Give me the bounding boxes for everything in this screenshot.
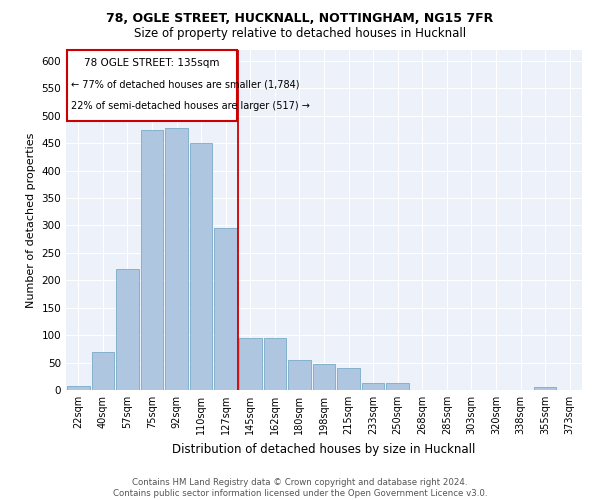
X-axis label: Distribution of detached houses by size in Hucknall: Distribution of detached houses by size … — [172, 442, 476, 456]
Bar — [337, 368, 360, 390]
Text: Contains HM Land Registry data © Crown copyright and database right 2024.
Contai: Contains HM Land Registry data © Crown c… — [113, 478, 487, 498]
Text: 78, OGLE STREET, HUCKNALL, NOTTINGHAM, NG15 7FR: 78, OGLE STREET, HUCKNALL, NOTTINGHAM, N… — [106, 12, 494, 26]
Bar — [67, 50, 237, 122]
Text: 78 OGLE STREET: 135sqm: 78 OGLE STREET: 135sqm — [84, 58, 220, 68]
Text: ← 77% of detached houses are smaller (1,784): ← 77% of detached houses are smaller (1,… — [71, 79, 299, 89]
Bar — [239, 338, 262, 390]
Bar — [362, 384, 385, 390]
Bar — [214, 228, 237, 390]
Bar — [67, 386, 89, 390]
Bar — [288, 360, 311, 390]
Bar — [92, 352, 114, 390]
Text: 22% of semi-detached houses are larger (517) →: 22% of semi-detached houses are larger (… — [71, 100, 310, 110]
Bar — [116, 270, 139, 390]
Bar — [190, 143, 212, 390]
Bar — [140, 130, 163, 390]
Bar — [263, 338, 286, 390]
Bar — [534, 388, 556, 390]
Y-axis label: Number of detached properties: Number of detached properties — [26, 132, 36, 308]
Text: Size of property relative to detached houses in Hucknall: Size of property relative to detached ho… — [134, 28, 466, 40]
Bar — [313, 364, 335, 390]
Bar — [386, 384, 409, 390]
Bar — [165, 128, 188, 390]
